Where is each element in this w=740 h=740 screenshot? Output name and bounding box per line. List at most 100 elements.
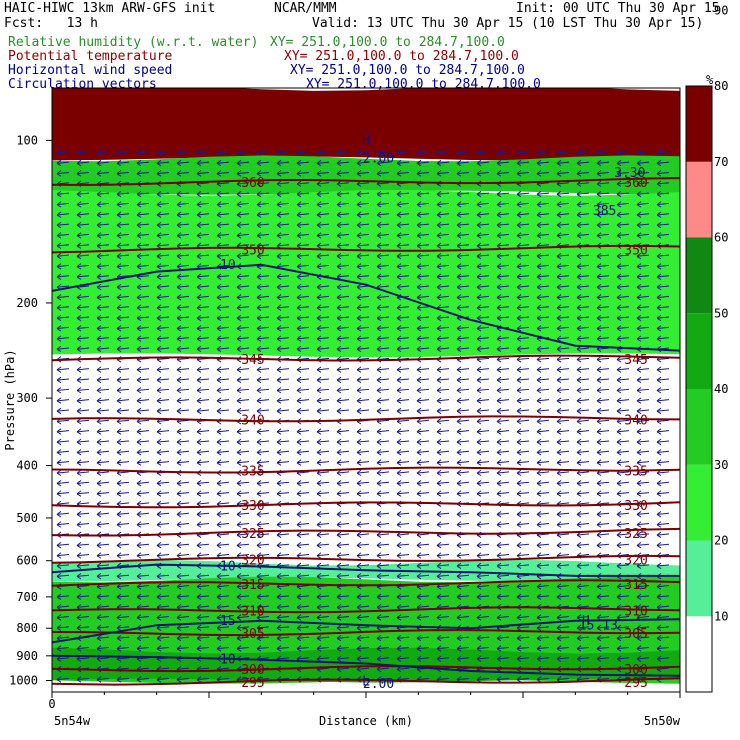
vector-shaft <box>636 254 650 257</box>
vector-shaft <box>556 295 570 299</box>
y-tick-label: 400 <box>16 459 38 473</box>
vector-shaft <box>336 306 350 309</box>
vector-shaft <box>96 285 110 288</box>
vector-shaft <box>556 244 570 247</box>
wind-vector <box>536 314 550 322</box>
vector-shaft <box>176 295 190 299</box>
vector-shaft <box>76 326 90 330</box>
wind-vector <box>76 552 90 559</box>
forecast-hour: Fcst: 13 h <box>4 16 98 31</box>
wind-vector <box>56 294 70 301</box>
wind-vector <box>196 304 210 311</box>
wind-vector <box>636 201 650 208</box>
wind-vector <box>156 511 170 518</box>
vector-head <box>236 325 242 332</box>
vector-shaft <box>376 151 390 154</box>
vector-head <box>496 294 502 301</box>
vector-head <box>476 242 482 249</box>
vector-head <box>396 242 402 249</box>
vector-head <box>456 159 462 167</box>
vector-shaft <box>236 233 250 237</box>
vector-head <box>376 221 382 229</box>
wind-vector <box>496 304 510 311</box>
x-tick-label: 0 <box>48 697 55 711</box>
vector-shaft <box>56 161 70 164</box>
wind-vector <box>196 252 210 260</box>
vector-head <box>216 314 222 322</box>
vector-shaft <box>276 316 290 319</box>
vector-head <box>116 304 122 311</box>
vector-shaft <box>536 306 550 309</box>
wind-vector <box>636 232 650 239</box>
wind-vector <box>416 221 430 229</box>
wind-vector <box>116 294 130 301</box>
vector-shaft <box>196 326 210 330</box>
vector-shaft <box>416 264 430 268</box>
theta-label: 305 <box>624 627 647 642</box>
wind-vector <box>596 428 610 435</box>
vector-shaft <box>476 306 490 309</box>
wind-vector <box>356 407 370 415</box>
vector-head <box>416 190 422 198</box>
wind-vector <box>476 511 490 518</box>
vector-head <box>556 314 562 322</box>
vector-head <box>316 325 322 332</box>
vector-shaft <box>316 151 330 154</box>
wind-vector <box>516 314 530 322</box>
vector-shaft <box>376 223 390 226</box>
vector-head <box>236 149 242 156</box>
wind-vector <box>316 149 330 156</box>
wind-vector <box>376 469 390 477</box>
vector-head <box>156 325 162 332</box>
vector-head <box>536 170 542 177</box>
vector-shaft <box>76 264 90 268</box>
wind-vector <box>636 263 650 270</box>
wind-vector <box>236 335 250 342</box>
wind-vector <box>416 397 430 404</box>
wind-vector <box>396 159 410 167</box>
wind-vector <box>316 449 330 456</box>
vector-head <box>56 314 62 322</box>
vector-head <box>496 170 502 177</box>
vector-shaft <box>416 233 430 237</box>
wind-vector <box>276 221 290 229</box>
wind-vector <box>276 283 290 291</box>
y-axis-label: Pressure (hPa) <box>3 349 17 450</box>
wind-vector <box>416 201 430 208</box>
vector-shaft <box>196 264 210 268</box>
wind-vector <box>356 211 370 218</box>
vector-shaft <box>456 202 470 206</box>
vector-head <box>196 232 202 239</box>
vector-head <box>516 190 522 198</box>
wind-vector <box>576 252 590 260</box>
vector-head <box>636 221 642 229</box>
vector-head <box>376 314 382 322</box>
vector-head <box>376 170 382 177</box>
wind-vector <box>496 211 510 218</box>
wind-vector <box>156 542 170 549</box>
wind-vector <box>316 263 330 270</box>
wind-vector <box>636 325 650 332</box>
wind-vector <box>476 418 490 425</box>
vector-head <box>296 325 302 332</box>
vector-shaft <box>156 233 170 237</box>
wind-vector <box>656 304 670 311</box>
wind-vector <box>536 542 550 549</box>
wind-vector <box>416 418 430 425</box>
wind-vector <box>76 407 90 415</box>
wind-vector <box>376 170 390 177</box>
vector-shaft <box>416 326 430 330</box>
init-time: Init: 00 UTC Thu 30 Apr 15 <box>516 1 720 16</box>
wind-vector <box>316 438 330 446</box>
vector-head <box>316 304 322 311</box>
wind-vector <box>376 449 390 456</box>
vector-head <box>156 190 162 198</box>
vector-shaft <box>636 295 650 299</box>
wind-vector <box>476 325 490 332</box>
wind-vector <box>276 438 290 446</box>
wind-vector <box>196 190 210 198</box>
wind-vector <box>516 542 530 549</box>
wind-vector <box>336 159 350 167</box>
vector-head <box>576 232 582 239</box>
